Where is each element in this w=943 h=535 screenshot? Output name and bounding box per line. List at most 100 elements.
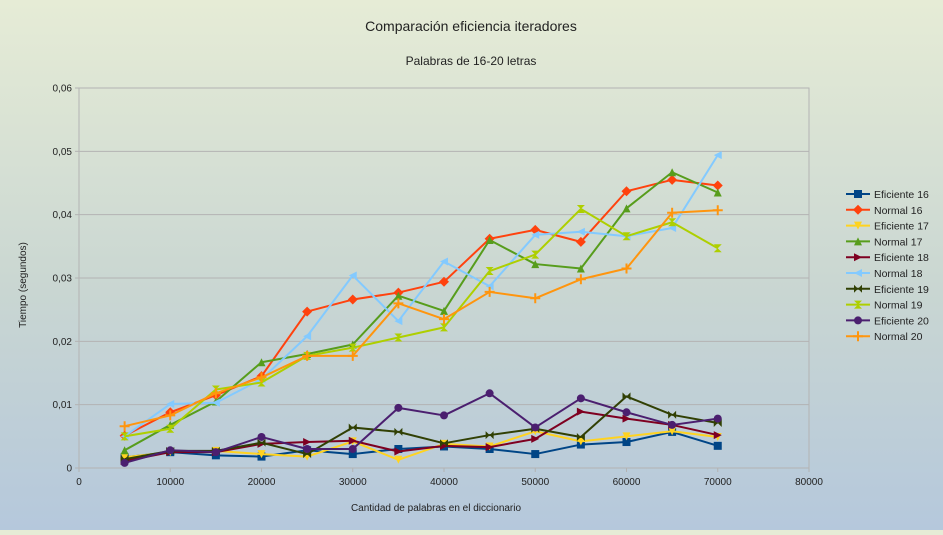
data-point <box>211 385 220 394</box>
data-point <box>576 432 585 441</box>
data-point <box>439 314 449 325</box>
data-point <box>440 257 448 266</box>
data-point <box>440 411 448 420</box>
data-point <box>713 244 722 253</box>
legend-item-normal-19: Normal 19 <box>846 300 923 312</box>
legend-label: Normal 19 <box>874 300 923 312</box>
data-point <box>348 423 357 432</box>
data-point <box>119 421 130 432</box>
legend-label: Normal 17 <box>874 236 923 248</box>
data-point <box>622 414 631 423</box>
data-point <box>257 450 266 459</box>
data-point <box>440 306 448 315</box>
data-point <box>394 291 403 300</box>
data-point <box>712 205 723 216</box>
y-tick-label: 0,02 <box>53 337 73 348</box>
series-line-normal-17 <box>124 171 719 452</box>
legend-item-eficiente-18: Eficiente 18 <box>846 252 929 264</box>
data-point <box>531 250 540 259</box>
data-point <box>713 151 722 160</box>
data-point <box>394 333 403 342</box>
series-line-normal-18 <box>124 154 719 438</box>
data-point <box>440 439 448 448</box>
data-point <box>440 323 448 332</box>
data-point <box>621 186 632 197</box>
legend-label: Eficiente 19 <box>874 284 929 296</box>
data-point <box>257 378 266 387</box>
data-point <box>485 236 494 244</box>
legend-marker <box>854 284 862 293</box>
data-point <box>394 445 403 453</box>
data-point <box>576 394 585 403</box>
data-point <box>531 450 540 459</box>
legend-item-normal-20: Normal 20 <box>846 331 923 343</box>
x-tick-label: 80000 <box>795 477 823 488</box>
data-point <box>531 230 540 239</box>
data-point <box>576 204 585 213</box>
data-point <box>393 298 404 309</box>
data-point <box>348 450 357 459</box>
y-tick-label: 0,04 <box>53 210 73 221</box>
legend-marker <box>854 237 862 246</box>
legend-item-eficiente-16: Eficiente 16 <box>846 189 929 201</box>
data-point <box>668 168 677 177</box>
data-point <box>257 432 266 441</box>
data-point <box>667 207 678 218</box>
data-point <box>303 332 312 341</box>
data-point <box>485 431 494 440</box>
data-point <box>394 455 403 464</box>
data-point <box>576 264 585 273</box>
y-axis-label: Tiempo (segundos) <box>18 242 29 328</box>
data-point <box>302 306 313 317</box>
data-point <box>485 282 494 291</box>
data-point <box>348 436 357 445</box>
data-point <box>622 204 631 213</box>
series-normal-19 <box>120 204 722 441</box>
data-point <box>439 276 449 287</box>
data-point <box>120 458 129 467</box>
chart-title: Comparación eficiencia iteradores <box>365 18 577 34</box>
chart-subtitle: Palabras de 16-20 letras <box>406 54 537 68</box>
data-point <box>348 271 357 280</box>
legend-marker <box>854 253 862 262</box>
legend-item-eficiente-17: Eficiente 17 <box>846 221 929 233</box>
data-point <box>713 431 722 440</box>
x-tick-label: 0 <box>76 477 82 488</box>
series-line-eficiente-20 <box>124 392 718 464</box>
legend-item-eficiente-19: Eficiente 19 <box>846 284 929 296</box>
x-tick-label: 50000 <box>521 477 549 488</box>
data-point <box>531 423 540 432</box>
y-tick-label: 0 <box>66 464 72 475</box>
data-point <box>394 427 403 436</box>
data-point <box>120 446 129 455</box>
data-point <box>348 445 357 453</box>
x-tick-label: 20000 <box>248 477 276 488</box>
data-point <box>302 350 313 361</box>
data-point <box>303 445 312 453</box>
legend-label: Eficiente 16 <box>874 189 929 201</box>
data-point <box>530 293 541 304</box>
series-normal-20 <box>119 205 723 432</box>
data-point <box>166 446 175 455</box>
x-tick-label: 60000 <box>613 477 641 488</box>
legend-item-normal-18: Normal 18 <box>846 268 923 280</box>
data-point <box>256 372 267 383</box>
data-point <box>531 434 540 443</box>
data-point <box>394 403 403 412</box>
data-point <box>210 388 221 399</box>
data-point <box>668 410 677 419</box>
data-point <box>394 447 403 456</box>
data-point <box>576 407 585 416</box>
legend-item-normal-16: Normal 16 <box>846 204 923 217</box>
data-point <box>485 267 494 276</box>
legend-marker <box>854 269 862 277</box>
y-tick-label: 0,03 <box>53 274 73 285</box>
data-point <box>622 438 631 447</box>
data-point <box>575 274 586 285</box>
legend-item-eficiente-20: Eficiente 20 <box>846 315 929 327</box>
legend-label: Eficiente 18 <box>874 252 929 264</box>
data-point <box>668 420 677 429</box>
legend-label: Eficiente 17 <box>874 221 929 233</box>
data-point <box>712 180 723 191</box>
